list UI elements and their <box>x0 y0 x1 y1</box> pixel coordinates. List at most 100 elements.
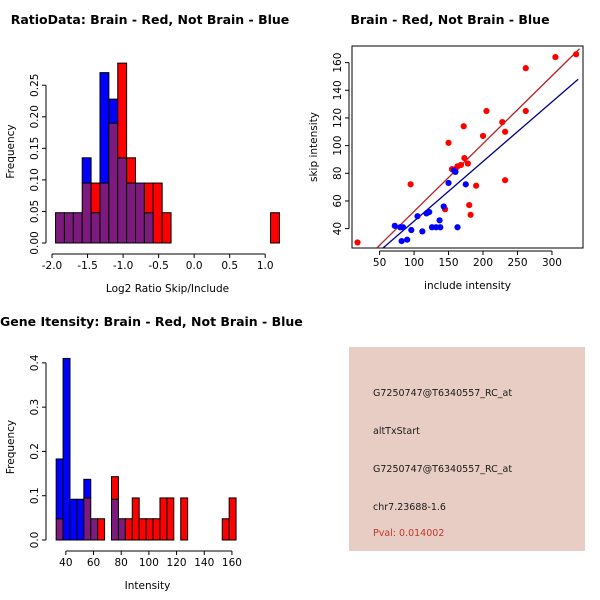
hist-bar <box>81 157 92 184</box>
scatter-point <box>464 160 471 167</box>
y-tick-label: 0.05 <box>29 200 41 223</box>
x-axis-label: include intensity <box>424 280 511 292</box>
scatter-point <box>466 202 473 209</box>
x-tick-label: 150 <box>439 257 459 269</box>
scatter-point <box>440 203 447 210</box>
x-tick-label: -1.0 <box>113 260 134 272</box>
hist-bar-overlap <box>81 182 92 244</box>
y-tick-label: 160 <box>332 53 344 73</box>
x-axis-label: Intensity <box>125 580 171 592</box>
scatter-title: Brain - Red, Not Brain - Blue <box>350 12 550 27</box>
scatter-point <box>454 224 461 231</box>
hist-bar-overlap <box>143 212 154 244</box>
hist-bar <box>76 498 85 541</box>
x-tick-label: -2.0 <box>42 260 63 272</box>
scatter-point <box>419 228 426 235</box>
hist-bar <box>166 497 175 541</box>
scatter-point <box>398 237 405 245</box>
histogram-bars <box>55 357 237 541</box>
scatter-point <box>501 128 509 135</box>
scatter-point <box>573 51 580 58</box>
hist-bar <box>138 518 147 541</box>
scatter-point <box>552 53 559 61</box>
hist-bar <box>90 182 101 214</box>
hist-bar-overlap <box>111 498 119 541</box>
y-tick-label: 140 <box>332 80 344 100</box>
info-pvalue: Pval: 0.014002 <box>373 528 445 539</box>
y-tick-label: 0.20 <box>29 105 41 128</box>
ratio-histogram-canvas: -2.0 -1.5 -1.0 -0.5 0.0 0.5 1.0 0.00 0.05 0.10 0.1… <box>5 62 280 295</box>
scatter-point <box>445 139 452 146</box>
x-tick-label: 250 <box>507 257 527 269</box>
x-tick-label: 200 <box>473 257 493 269</box>
y-tick-label: 0.1 <box>29 487 41 504</box>
gene-info-panel: G7250747@T6340557_RC_at altTxStart G7250… <box>349 347 585 551</box>
hist-bar <box>143 182 154 214</box>
x-tick-label: 80 <box>115 557 128 569</box>
hist-bar-overlap <box>117 518 126 541</box>
hist-bar <box>152 518 161 541</box>
x-tick-label: 60 <box>87 557 100 569</box>
y-tick-label: 0.0 <box>29 532 41 549</box>
x-tick-label: -1.5 <box>77 260 98 272</box>
hist-bar <box>117 62 128 159</box>
hist-bar <box>97 518 106 541</box>
scatter-canvas: 50 100 150 200 250 300 40 60 80 100 120 140 160 inclu… <box>308 45 584 292</box>
hist-bar-overlap <box>63 212 74 244</box>
x-tick-label: -0.5 <box>148 260 169 272</box>
y-tick-label: 0.2 <box>29 443 41 460</box>
hist-bar <box>270 212 280 244</box>
x-tick-label: 100 <box>404 257 424 269</box>
hist-bar-overlap <box>83 497 92 541</box>
hist-bar-overlap <box>117 157 128 244</box>
scatter-point <box>399 224 407 231</box>
scatter-point <box>499 118 506 126</box>
hist-bar <box>145 518 154 541</box>
plot-box <box>351 45 584 249</box>
scatter-point <box>414 213 421 220</box>
x-tick-label: 0.5 <box>221 260 238 272</box>
x-tick-label: 50 <box>373 257 386 269</box>
scatter-point <box>473 182 480 189</box>
hist-bar <box>159 497 168 541</box>
scatter-point <box>354 239 361 246</box>
hist-bar-overlap <box>126 182 137 244</box>
hist-bar-overlap <box>90 518 99 541</box>
info-probeset-id: G7250747@T6340557_RC_at <box>373 388 513 399</box>
hist-bar <box>83 478 92 499</box>
hist-bar <box>126 157 137 184</box>
hist-bar <box>180 497 189 541</box>
y-tick-label: 0.10 <box>29 168 41 191</box>
scatter-point <box>452 168 459 176</box>
hist-bar <box>69 498 78 541</box>
hist-bar-overlap <box>108 122 119 244</box>
y-tick-label: 80 <box>332 167 344 180</box>
hist-bar-overlap <box>90 212 101 244</box>
hist-bar <box>62 357 71 541</box>
hist-bar-overlap <box>72 212 83 244</box>
hist-bar-overlap <box>55 212 65 244</box>
regression-line <box>382 78 579 248</box>
y-tick-label: 0.4 <box>29 354 41 371</box>
x-tick-label: 120 <box>167 557 187 569</box>
hist-bar <box>108 98 119 124</box>
y-tick-label: 40 <box>332 222 344 235</box>
hist-bar-overlap <box>99 182 110 244</box>
scatter-point <box>501 177 509 184</box>
x-axis-label: Log2 Ratio Skip/Include <box>106 283 229 295</box>
scatter-point <box>407 181 414 188</box>
y-axis-label: Frequency <box>5 420 17 474</box>
info-locus: chr7.23688-1.6 <box>373 502 446 513</box>
histogram-bars <box>55 62 280 244</box>
scatter-point <box>404 236 411 243</box>
scatter-content <box>354 48 581 248</box>
scatter-point <box>483 107 490 115</box>
x-tick-label: 140 <box>194 557 214 569</box>
scatter-point <box>426 208 433 216</box>
y-axis-label: Frequency <box>5 124 17 178</box>
scatter-point <box>522 107 529 115</box>
y-tick-label: 100 <box>332 136 344 156</box>
scatter-point <box>408 226 415 234</box>
scatter-point <box>436 217 443 224</box>
y-tick-label: 120 <box>332 108 344 128</box>
